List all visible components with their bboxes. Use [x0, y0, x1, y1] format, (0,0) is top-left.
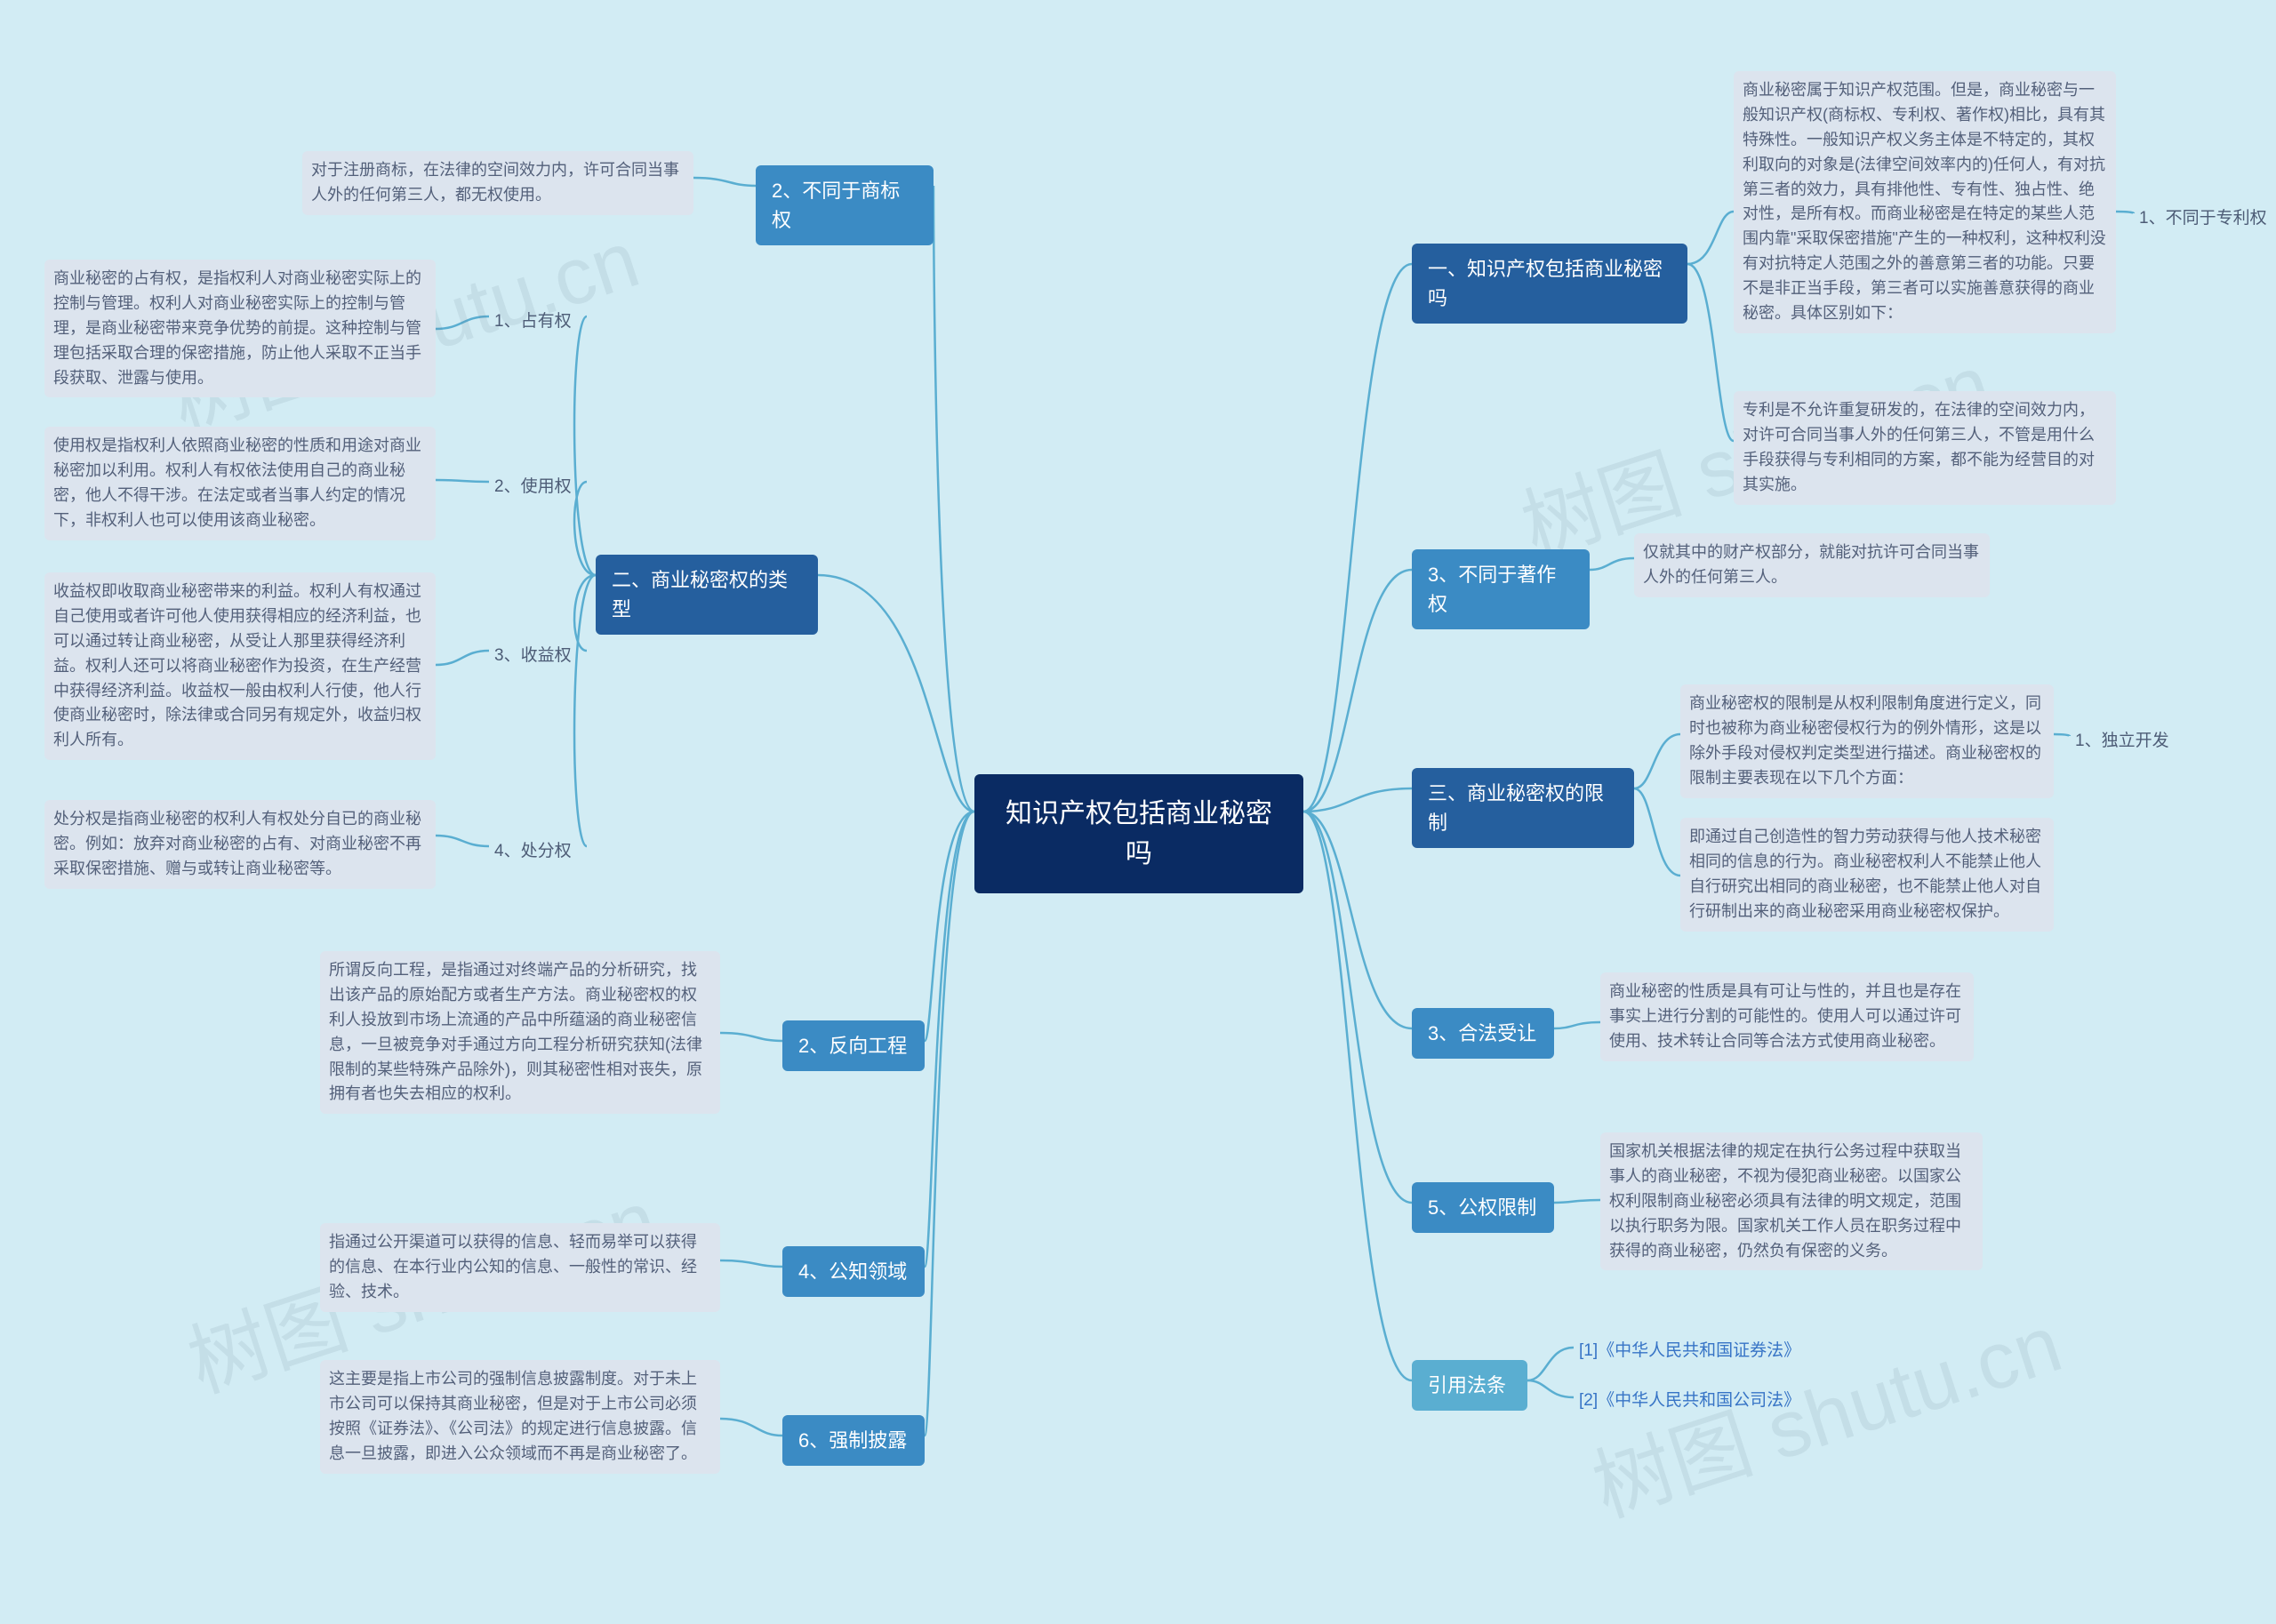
left-branch-1: 二、商业秘密权的类型: [596, 555, 818, 635]
right-leaf-2-1: 即通过自己创造性的智力劳动获得与他人技术秘密相同的信息的行为。商业秘密权利人不能…: [1680, 818, 2054, 932]
right-sub-2-0-0: 1、独立开发: [2070, 725, 2194, 758]
center-node: 知识产权包括商业秘密吗: [974, 774, 1303, 893]
right-leaf-1-0: 仅就其中的财产权部分，就能对抗许可合同当事人外的任何第三人。: [1634, 533, 1990, 597]
right-link-5-1[interactable]: [2]《中华人民共和国公司法》: [1574, 1385, 1840, 1418]
right-branch-0: 一、知识产权包括商业秘密吗: [1412, 244, 1687, 324]
right-leaf-3-0: 商业秘密的性质是具有可让与性的，并且也是存在事实上进行分割的可能性的。使用人可以…: [1600, 972, 1974, 1061]
left-leaf-2-0: 所谓反向工程，是指通过对终端产品的分析研究，找出该产品的原始配方或者生产方法。商…: [320, 951, 720, 1114]
right-leaf-2-0: 商业秘密权的限制是从权利限制角度进行定义，同时也被称为商业秘密侵权行为的例外情形…: [1680, 684, 2054, 798]
left-branch-3: 4、公知领域: [782, 1246, 925, 1297]
right-branch-1: 3、不同于著作权: [1412, 549, 1590, 629]
right-branch-5: 引用法条: [1412, 1360, 1527, 1411]
left-leaf-1-0: 商业秘密的占有权，是指权利人对商业秘密实际上的控制与管理。权利人对商业秘密实际上…: [44, 260, 436, 397]
right-leaf-0-1: 专利是不允许重复研发的，在法律的空间效力内，对许可合同当事人外的任何第三人，不管…: [1734, 391, 2116, 505]
left-label-1-2: 3、收益权: [489, 640, 587, 673]
right-branch-2: 三、商业秘密权的限制: [1412, 768, 1634, 848]
left-leaf-0-0: 对于注册商标，在法律的空间效力内，许可合同当事人外的任何第三人，都无权使用。: [302, 151, 693, 215]
left-label-1-1: 2、使用权: [489, 471, 587, 504]
left-label-1-0: 1、占有权: [489, 306, 587, 339]
left-label-1-3: 4、处分权: [489, 836, 587, 868]
right-branch-3: 3、合法受让: [1412, 1008, 1554, 1059]
left-leaf-1-1: 使用权是指权利人依照商业秘密的性质和用途对商业秘密加以利用。权利人有权依法使用自…: [44, 427, 436, 540]
right-branch-4: 5、公权限制: [1412, 1182, 1554, 1233]
right-leaf-4-0: 国家机关根据法律的规定在执行公务过程中获取当事人的商业秘密，不视为侵犯商业秘密。…: [1600, 1132, 1983, 1270]
left-branch-4: 6、强制披露: [782, 1415, 925, 1466]
left-leaf-4-0: 这主要是指上市公司的强制信息披露制度。对于未上市公司可以保持其商业秘密，但是对于…: [320, 1360, 720, 1474]
right-link-5-0[interactable]: [1]《中华人民共和国证券法》: [1574, 1335, 1840, 1368]
right-leaf-0-0: 商业秘密属于知识产权范围。但是，商业秘密与一般知识产权(商标权、专利权、著作权)…: [1734, 71, 2116, 333]
right-sub-0-0-0: 1、不同于专利权: [2134, 203, 2276, 236]
left-leaf-3-0: 指通过公开渠道可以获得的信息、轻而易举可以获得的信息、在本行业内公知的信息、一般…: [320, 1223, 720, 1312]
left-leaf-1-3: 处分权是指商业秘密的权利人有权处分自已的商业秘密。例如：放弃对商业秘密的占有、对…: [44, 800, 436, 889]
left-leaf-1-2: 收益权即收取商业秘密带来的利益。权利人有权通过自己使用或者许可他人使用获得相应的…: [44, 572, 436, 760]
mindmap-canvas: 树图 shutu.cn树图 shutu.cn树图 shutu.cn树图 shut…: [0, 0, 2276, 1624]
left-branch-0: 2、不同于商标权: [756, 165, 934, 245]
left-branch-2: 2、反向工程: [782, 1020, 925, 1071]
